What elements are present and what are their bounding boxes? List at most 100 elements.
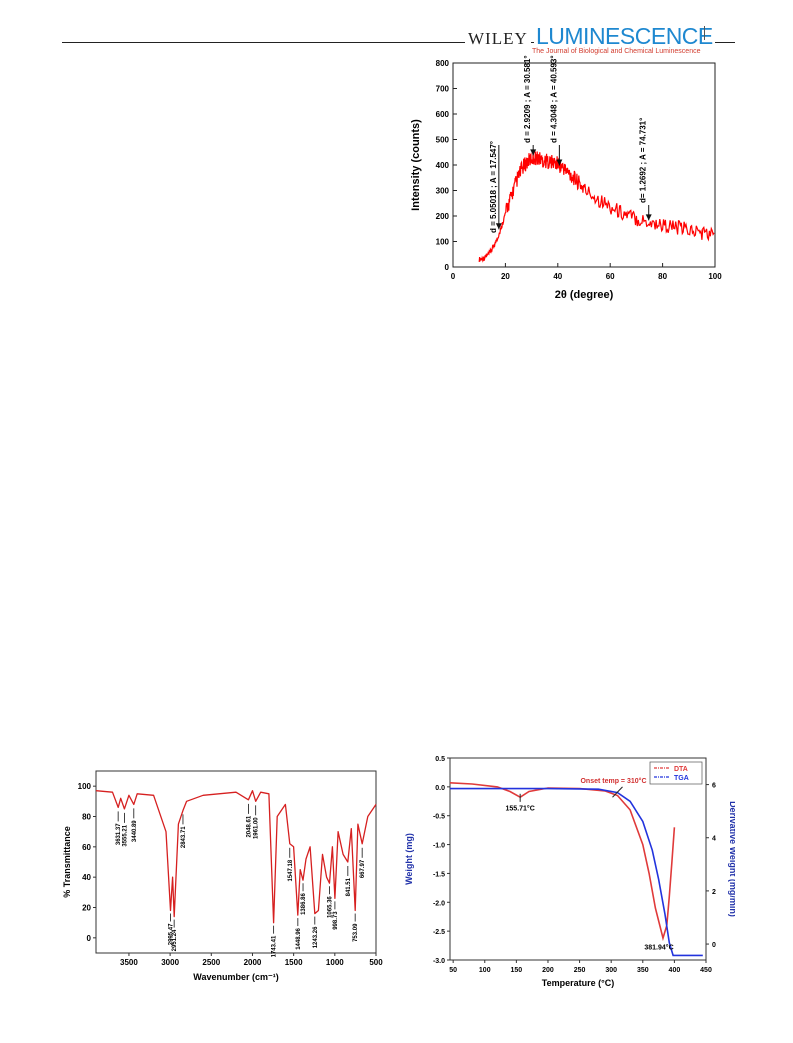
x-tick-label: 20 bbox=[501, 272, 510, 281]
xrd-series-line bbox=[478, 151, 715, 263]
x-axis-label: Wavenumber (cm⁻¹) bbox=[193, 972, 278, 982]
y-tick-label: -2.5 bbox=[433, 929, 445, 936]
plot-frame bbox=[95, 770, 377, 954]
y2-tick-label: 6 bbox=[712, 783, 716, 790]
peak-label: 1547.18 bbox=[288, 859, 294, 881]
x-tick-label: 150 bbox=[511, 967, 523, 974]
x-tick-label: 60 bbox=[606, 272, 615, 281]
x-tick-label: 100 bbox=[708, 272, 722, 281]
y2-tick-label: 0 bbox=[712, 942, 716, 949]
y-axis-label: Weight (mg) bbox=[404, 833, 414, 885]
y-tick-label: -1.5 bbox=[433, 871, 445, 878]
y-tick-label: 700 bbox=[436, 85, 450, 94]
tga-series-line bbox=[450, 787, 703, 957]
peak-label: 1065.36 bbox=[327, 896, 333, 918]
y2-tick-label: 4 bbox=[712, 836, 716, 843]
y-tick-label: 60 bbox=[82, 843, 91, 852]
y-tick-label: 40 bbox=[82, 873, 91, 882]
xrd-chart: 0 20 40 60 80 100 0 100 200 300 400 500 600 700 800 2θ … bbox=[410, 55, 722, 301]
y-tick-label: 200 bbox=[436, 212, 450, 221]
x-tick-label: 250 bbox=[574, 967, 586, 974]
peak-label: 753.09 bbox=[353, 923, 359, 942]
y2-tick-label: 2 bbox=[712, 889, 716, 896]
peak-label: d= 1.2692 ; A = 74.731° bbox=[639, 118, 648, 203]
x-axis-label: Temperature (°C) bbox=[542, 978, 614, 988]
dta-series-line bbox=[449, 782, 676, 942]
peak-label: 2951.24 bbox=[172, 929, 178, 951]
x-tick-label: 400 bbox=[669, 967, 681, 974]
peak-label: 3440.89 bbox=[132, 820, 138, 842]
peak-label: d = 2.9209 ; A = 30.581° bbox=[523, 55, 532, 143]
onset-label: Onset temp = 310°C bbox=[580, 777, 646, 785]
peak-label: 1448.96 bbox=[296, 927, 302, 949]
x-tick-label: 1500 bbox=[285, 958, 303, 967]
peak-label: 381.94°C bbox=[644, 944, 673, 952]
peak-arrowhead bbox=[530, 149, 537, 156]
y-tick-label: 80 bbox=[82, 813, 91, 822]
y-tick-label: 0.0 bbox=[435, 785, 445, 792]
plot-frame bbox=[449, 757, 707, 961]
x-tick-label: 2000 bbox=[244, 958, 262, 967]
page-mark bbox=[704, 26, 705, 40]
peak-arrowhead bbox=[556, 159, 563, 166]
y-tick-label: 600 bbox=[436, 110, 450, 119]
x-tick-label: 300 bbox=[605, 967, 617, 974]
x-tick-label: 200 bbox=[542, 967, 554, 974]
x-tick-label: 450 bbox=[700, 967, 712, 974]
legend-label: DTA bbox=[674, 766, 688, 773]
x-tick-label: 1000 bbox=[326, 958, 344, 967]
peak-arrowhead bbox=[645, 214, 652, 221]
journal-subtitle: The Journal of Biological and Chemical L… bbox=[532, 48, 701, 55]
publisher-logo: WILEY bbox=[465, 29, 531, 49]
y-tick-label: 800 bbox=[436, 59, 450, 68]
x-tick-label: 350 bbox=[637, 967, 649, 974]
peak-label: d = 5.05018 ; A = 17.547° bbox=[489, 141, 498, 233]
y2-axis-label: Derivative Weight (mg/min) bbox=[728, 801, 735, 917]
x-tick-label: 80 bbox=[658, 272, 667, 281]
y-tick-label: 500 bbox=[436, 136, 450, 145]
y-tick-label: -0.5 bbox=[433, 814, 445, 821]
onset-marker bbox=[612, 786, 623, 798]
y-tick-label: 300 bbox=[436, 187, 450, 196]
peak-label: 841.51 bbox=[346, 877, 352, 896]
ftir-series-line bbox=[95, 790, 377, 924]
x-tick-label: 50 bbox=[449, 967, 457, 974]
x-tick-label: 3500 bbox=[120, 958, 138, 967]
peak-label: 667.97 bbox=[360, 859, 366, 878]
x-tick-label: 500 bbox=[369, 958, 383, 967]
peak-arrowhead bbox=[495, 223, 502, 230]
peak-label: 1386.86 bbox=[301, 893, 307, 915]
ftir-chart: 3500 3000 2500 2000 1500 1000 500 0 20 40 60 80 100 W… bbox=[62, 770, 383, 982]
thermal-chart: 50 100 150 200 250 300 350 400 450 0.5 0.0 -0.5 -1.0… bbox=[404, 756, 735, 988]
x-tick-label: 0 bbox=[451, 272, 456, 281]
x-tick-label: 40 bbox=[553, 272, 562, 281]
peak-label: 998.73 bbox=[333, 911, 339, 930]
x-tick-label: 2500 bbox=[202, 958, 220, 967]
legend-label: TGA bbox=[674, 775, 689, 782]
y-tick-label: 20 bbox=[82, 904, 91, 913]
y-tick-label: 0 bbox=[87, 934, 92, 943]
y-tick-label: -1.0 bbox=[433, 843, 445, 850]
peak-label: 1243.26 bbox=[313, 926, 319, 948]
x-tick-label: 3000 bbox=[161, 958, 179, 967]
peak-label: 2048.61 bbox=[246, 815, 252, 837]
peak-label: 3631.37 bbox=[116, 823, 122, 845]
y-tick-label: 100 bbox=[436, 238, 450, 247]
y-tick-label: -3.0 bbox=[433, 958, 445, 965]
x-tick-label: 100 bbox=[479, 967, 491, 974]
x-axis-label: 2θ (degree) bbox=[555, 289, 614, 301]
peak-label: 1961.00 bbox=[254, 817, 260, 839]
y-tick-label: 100 bbox=[78, 782, 92, 791]
peak-label: 1743.41 bbox=[272, 935, 278, 957]
header-rule bbox=[62, 42, 735, 43]
peak-label: 2995.47 bbox=[169, 923, 175, 945]
y-tick-label: 400 bbox=[436, 161, 450, 170]
peak-label: d = 4.3048 ; A = 40.593° bbox=[549, 55, 558, 143]
y-tick-label: 0.5 bbox=[435, 756, 445, 763]
y-axis-label: Intensity (counts) bbox=[410, 119, 422, 211]
peak-label: 3555.21 bbox=[122, 824, 128, 846]
journal-title: LUMINESCENCE bbox=[534, 23, 715, 50]
y-tick-label: 0 bbox=[445, 263, 450, 272]
peak-label: 155.71°C bbox=[506, 804, 535, 812]
y-tick-label: -2.0 bbox=[433, 900, 445, 907]
